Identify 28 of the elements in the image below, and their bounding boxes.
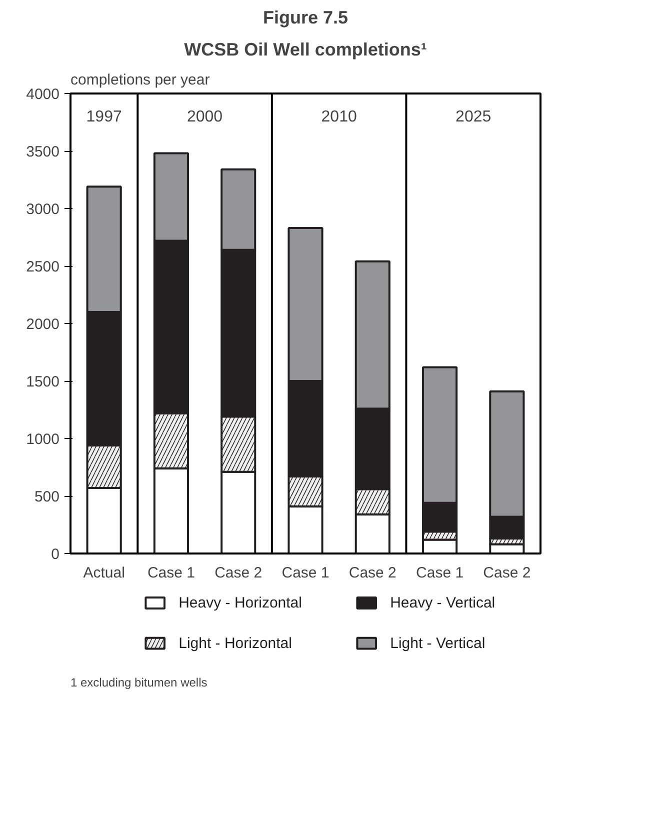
y-tick-label: 0 bbox=[51, 546, 60, 563]
text: 1 excluding bitumen wells bbox=[70, 676, 208, 690]
x-tick-label: Case 1 bbox=[416, 564, 464, 582]
legend-label: Light - Horizontal bbox=[178, 634, 292, 652]
x-tick-label: Case 2 bbox=[214, 564, 262, 582]
y-tick-label: 4000 bbox=[26, 86, 60, 103]
legend-label: Heavy - Horizontal bbox=[178, 594, 302, 612]
legend-label: Light - Vertical bbox=[390, 634, 486, 652]
y-tick-label: 3000 bbox=[26, 201, 60, 218]
chart-subtitle: WCSB Oil Well completions¹ bbox=[184, 40, 427, 60]
y-tick-label: 1000 bbox=[26, 431, 60, 448]
y-tick-label: 3500 bbox=[26, 144, 60, 160]
annotation: 1997 bbox=[86, 108, 122, 126]
annotation: 2010 bbox=[321, 108, 357, 126]
y-tick-label: 1500 bbox=[26, 374, 60, 390]
x-tick-label: Case 2 bbox=[483, 564, 531, 582]
x-tick-label: Actual bbox=[83, 564, 125, 582]
y-tick-label: 2500 bbox=[26, 258, 60, 276]
y-tick-label: 2000 bbox=[26, 316, 60, 333]
y-tick-label: 500 bbox=[34, 488, 60, 506]
annotation: 2025 bbox=[456, 108, 492, 126]
legend-label: Heavy - Vertical bbox=[390, 594, 496, 612]
annotation: 2000 bbox=[186, 108, 223, 126]
y-axis-title: completions per year bbox=[70, 72, 210, 88]
x-tick-label: Case 2 bbox=[348, 564, 396, 582]
x-tick-label: Case 1 bbox=[147, 564, 195, 582]
x-tick-label: Case 1 bbox=[282, 564, 330, 582]
chart-title: Figure 7.5 bbox=[262, 8, 348, 28]
